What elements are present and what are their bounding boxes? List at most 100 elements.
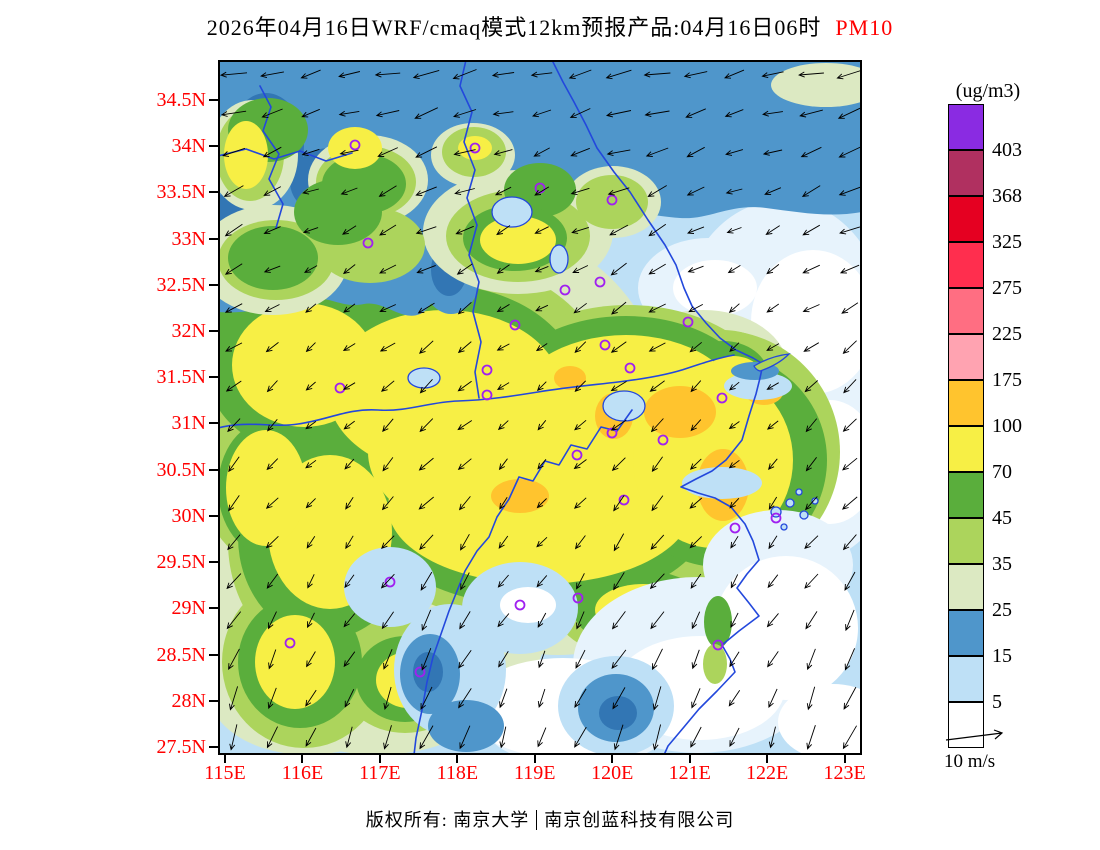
wind-arrow: [644, 110, 670, 118]
wind-arrow: [496, 264, 510, 274]
wind-arrow: [570, 187, 590, 196]
wind-arrow: [766, 382, 779, 390]
colorbar-swatch: [948, 518, 984, 564]
wind-arrow: [339, 149, 359, 156]
wind-arrow: [420, 686, 433, 711]
wind-arrow: [605, 69, 632, 80]
wind-arrow: [606, 149, 631, 157]
wind-arrow: [374, 71, 401, 78]
wind-arrow: [375, 110, 400, 118]
wind-arrow: [224, 303, 243, 313]
lat-tick-label: 34.5N: [156, 89, 206, 111]
lon-tick: [843, 755, 846, 763]
wind-arrow: [844, 571, 856, 591]
wind-arrow: [415, 146, 438, 158]
wind-arrow: [685, 108, 706, 118]
wind-arrow: [649, 573, 665, 590]
north-land-patches: [198, 63, 881, 315]
station-marker: [284, 637, 296, 649]
wind-arrow: [804, 573, 819, 589]
station-marker: [481, 389, 493, 401]
wind-arrow: [612, 687, 626, 710]
wind-arrow: [301, 108, 320, 118]
pm10-contour-fill: [178, 205, 840, 755]
wind-arrow: [418, 457, 434, 471]
wind-arrow: [534, 186, 550, 196]
wind-arrow: [724, 69, 745, 79]
wind-arrow: [492, 110, 514, 117]
wind-arrow: [611, 301, 627, 315]
lat-tick-label: 29N: [171, 597, 206, 620]
lat-tick: [209, 283, 218, 286]
wind-arrow: [839, 226, 861, 235]
wind-arrow: [302, 227, 319, 234]
lakes: [407, 196, 646, 422]
lon-tick-label: 120E: [591, 762, 634, 784]
wind-arrow: [301, 148, 320, 156]
wind-arrow: [804, 535, 819, 550]
wind-arrow: [342, 382, 356, 390]
map-frame: [178, 57, 893, 767]
wind-arrow: [378, 185, 397, 197]
wind-arrow: [421, 609, 432, 632]
wind-arrow: [302, 188, 319, 195]
lat-tick: [209, 237, 218, 240]
wind-arrow: [454, 188, 475, 196]
wind-arrow: [725, 149, 744, 156]
wind-arrow: [691, 649, 700, 670]
wind-arrow: [497, 574, 509, 588]
wind-arrow: [421, 648, 432, 671]
wind-arrow: [226, 573, 242, 590]
wind-arrow: [766, 343, 780, 351]
wind-arrow: [345, 496, 354, 510]
wind-arrow: [266, 458, 279, 471]
wind-arrow: [458, 649, 472, 669]
border-zhejiang-anhui: [413, 409, 633, 756]
wind-arrow: [494, 186, 512, 196]
wind-arrow: [806, 686, 816, 711]
coastline: [550, 57, 764, 756]
wind-arrow: [305, 689, 317, 707]
wind-arrow: [459, 611, 471, 630]
wind-arrow: [496, 343, 510, 351]
wind-arrow: [498, 535, 509, 549]
wind-arrow: [219, 71, 248, 78]
lat-tick: [209, 653, 218, 656]
wind-arrow: [843, 686, 857, 710]
wind-arrow: [416, 264, 436, 274]
lat-tick-label: 28N: [171, 689, 206, 712]
wind-arrow: [766, 303, 780, 313]
wind-arrow: [648, 223, 667, 237]
colorbar-level-label: 70: [992, 461, 1012, 483]
wind-arrow: [726, 227, 742, 234]
wind-arrow: [305, 421, 317, 430]
border-northwest-1: [259, 85, 284, 229]
colorbar-level-label: 325: [992, 231, 1022, 253]
wind-arrow: [263, 265, 281, 273]
wind-arrow: [724, 109, 744, 118]
wind-arrow: [227, 418, 241, 433]
wind-arrow: [342, 343, 356, 352]
wind-arrow: [648, 342, 666, 352]
wind-arrow: [263, 186, 282, 196]
wind-arrow: [382, 418, 394, 432]
wind-arrow: [227, 534, 241, 551]
lon-tick: [378, 755, 381, 763]
wind-arrow: [576, 611, 585, 630]
wind-arrow: [610, 419, 627, 431]
wind-arrow: [225, 342, 243, 352]
wind-arrow: [725, 188, 743, 195]
station-marker: [624, 362, 636, 374]
wind-arrow: [842, 725, 857, 750]
wind-arrow: [689, 458, 702, 470]
lat-tick-label: 32N: [171, 320, 206, 343]
station-markers: [284, 139, 782, 678]
station-marker: [729, 522, 741, 534]
colorbar-swatch: [948, 702, 984, 748]
wind-arrow: [768, 496, 778, 510]
wind-arrow: [228, 648, 240, 671]
lat-tick: [209, 468, 218, 471]
station-marker: [481, 364, 493, 376]
wind-arrow: [457, 420, 473, 431]
wind-arrow: [574, 535, 586, 550]
